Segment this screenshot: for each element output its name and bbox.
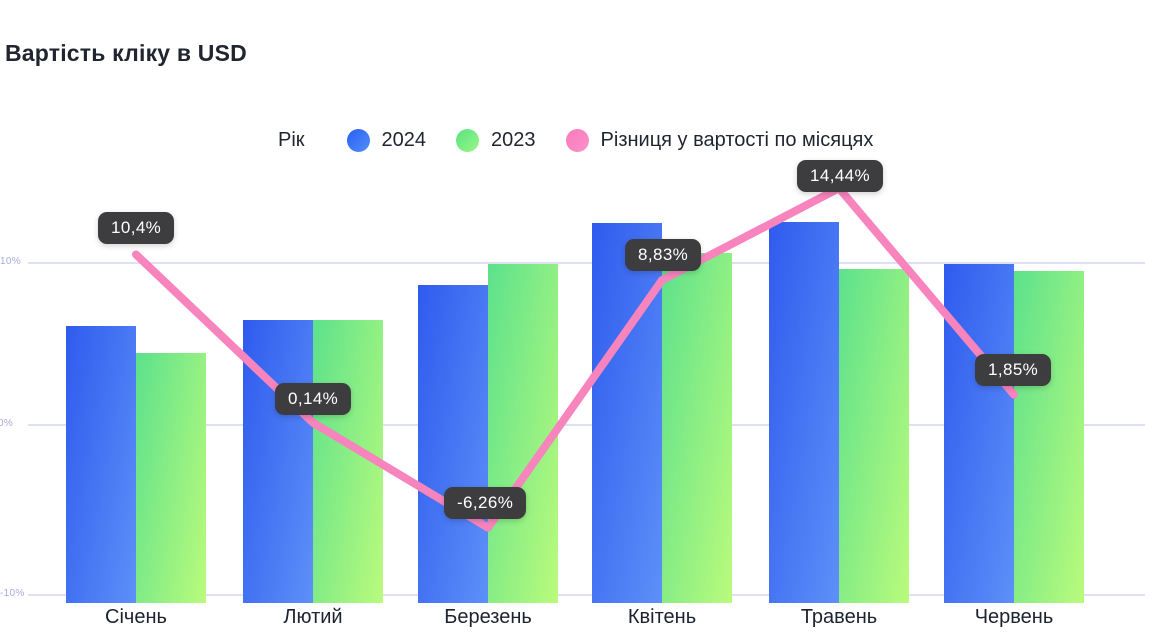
x-axis-label-Червень: Червень (974, 606, 1054, 628)
x-axis-label-Березень: Березень (444, 606, 532, 628)
bar-2023-Березень[interactable] (488, 264, 558, 603)
diff-value-label-Травень: 14,44% (797, 160, 884, 192)
bar-2024-Червень[interactable] (944, 264, 1014, 603)
diff-value-label-Квітень: 8,83% (625, 239, 702, 271)
y-tick-label: 10% (0, 256, 21, 267)
bar-2023-Червень[interactable] (1014, 271, 1084, 603)
y-tick-label: 0% (0, 418, 14, 429)
diff-value-label-Січень: 10,4% (98, 212, 175, 244)
legend-title: Рік (278, 128, 305, 151)
legend-item-diff[interactable]: Різниця у вартості по місяцях (565, 128, 874, 152)
x-axis-label-Травень: Травень (800, 606, 878, 628)
gridline--10% (28, 594, 1145, 596)
bar-2023-Січень[interactable] (136, 353, 206, 603)
x-axis-label-Квітень: Квітень (627, 606, 697, 628)
chart-legend: Рік 2024 2023 Різниця у вартості по міся… (278, 124, 903, 156)
x-axis-label-Лютий: Лютий (283, 606, 343, 628)
diff-value-label-Лютий: 0,14% (275, 383, 352, 415)
bar-2023-Травень[interactable] (839, 269, 909, 603)
legend-item-2024[interactable]: 2024 (346, 128, 427, 152)
chart-title: Вартість кліку в USD (5, 40, 247, 66)
bar-2023-Квітень[interactable] (662, 253, 732, 603)
legend-item-label: 2023 (491, 128, 536, 151)
legend-dot-2024-icon (346, 128, 370, 152)
bar-2024-Січень[interactable] (66, 326, 136, 603)
bar-2024-Лютий[interactable] (243, 320, 313, 603)
legend-dot-diff-icon (565, 128, 589, 152)
bar-2024-Березень[interactable] (418, 285, 488, 603)
diff-value-label-Березень: -6,26% (444, 487, 527, 519)
legend-item-2023[interactable]: 2023 (456, 128, 536, 152)
bar-2024-Квітень[interactable] (592, 223, 662, 603)
x-axis-label-Січень: Січень (105, 606, 167, 628)
bar-2023-Лютий[interactable] (313, 320, 383, 603)
legend-dot-2023-icon (456, 128, 480, 152)
diff-value-label-Червень: 1,85% (975, 354, 1052, 386)
bar-2024-Травень[interactable] (769, 222, 839, 603)
legend-item-label: Різниця у вартості по місяцях (600, 128, 874, 151)
legend-item-label: 2024 (381, 128, 427, 151)
y-tick-label: -10% (0, 588, 25, 599)
